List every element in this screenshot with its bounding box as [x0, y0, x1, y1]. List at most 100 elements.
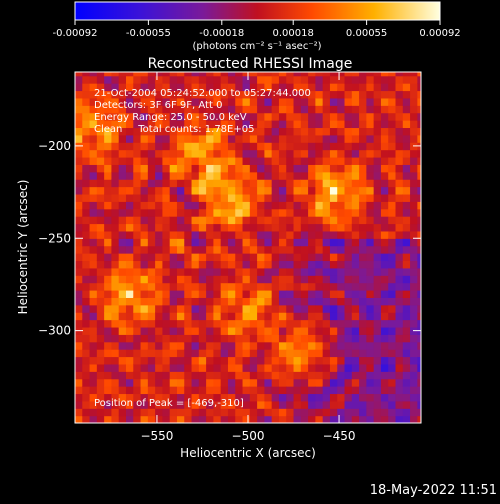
heatmap-cell: [278, 230, 287, 239]
heatmap-cell: [89, 134, 98, 143]
heatmap-cell: [417, 134, 421, 143]
heatmap-cell: [220, 282, 229, 291]
heatmap-cell: [235, 386, 244, 395]
heatmap-cell: [293, 75, 302, 84]
heatmap-cell: [82, 408, 91, 417]
heatmap-cell: [162, 245, 171, 254]
heatmap-cell: [322, 386, 331, 395]
heatmap-cell: [118, 304, 127, 313]
heatmap-cell: [191, 326, 200, 335]
heatmap-cell: [380, 408, 389, 417]
heatmap-cell: [213, 75, 222, 84]
heatmap-cell: [169, 297, 178, 306]
heatmap-cell: [176, 208, 185, 217]
heatmap-cell: [388, 127, 397, 136]
heatmap-cell: [75, 275, 83, 284]
heatmap-cell: [227, 193, 236, 202]
heatmap-cell: [410, 72, 418, 77]
heatmap-cell: [162, 400, 171, 409]
heatmap-cell: [293, 223, 302, 232]
heatmap-cell: [271, 393, 280, 402]
heatmap-cell: [271, 72, 280, 77]
heatmap-cell: [227, 186, 236, 195]
heatmap-cell: [344, 90, 353, 99]
heatmap-cell: [220, 208, 229, 217]
heatmap-cell: [220, 164, 229, 173]
heatmap-cell: [82, 415, 91, 423]
heatmap-cell: [162, 75, 171, 84]
heatmap-cell: [147, 297, 156, 306]
heatmap-cell: [380, 149, 389, 158]
heatmap-cell: [104, 238, 113, 247]
heatmap-cell: [315, 400, 324, 409]
heatmap-cell: [366, 201, 375, 210]
heatmap-cell: [300, 193, 309, 202]
heatmap-cell: [366, 75, 375, 84]
heatmap-cell: [402, 149, 411, 158]
heatmap-cell: [155, 164, 164, 173]
heatmap-cell: [206, 105, 214, 114]
heatmap-cell: [278, 112, 287, 121]
heatmap-cell: [395, 371, 404, 380]
heatmap-cell: [351, 208, 360, 217]
heatmap-cell: [75, 341, 83, 350]
heatmap-cell: [329, 156, 338, 165]
heatmap-cell: [104, 75, 113, 84]
heatmap-cell: [329, 142, 338, 151]
heatmap-cell: [380, 319, 389, 328]
heatmap-cell: [329, 393, 338, 402]
heatmap-cell: [227, 142, 236, 151]
heatmap-cell: [184, 72, 193, 77]
heatmap-cell: [293, 120, 302, 129]
heatmap-cell: [147, 179, 156, 188]
heatmap-cell: [242, 127, 251, 136]
heatmap-cell: [293, 312, 302, 321]
heatmap-cell: [82, 179, 91, 188]
heatmap-cell: [235, 408, 244, 417]
heatmap-cell: [366, 363, 375, 372]
heatmap-cell: [380, 201, 389, 210]
heatmap-cell: [271, 216, 280, 225]
heatmap-cell: [373, 378, 382, 387]
heatmap-cell: [104, 90, 113, 99]
heatmap-cell: [89, 415, 98, 423]
heatmap-cell: [147, 282, 156, 291]
heatmap-cell: [351, 326, 360, 335]
heatmap-cell: [162, 142, 171, 151]
heatmap-cell: [206, 341, 214, 350]
heatmap-cell: [147, 304, 156, 313]
heatmap-cell: [169, 371, 178, 380]
heatmap-cell: [155, 408, 164, 417]
heatmap-cell: [133, 156, 142, 165]
heatmap-cell: [410, 334, 418, 343]
heatmap-cell: [344, 275, 353, 284]
heatmap-cell: [359, 304, 367, 313]
heatmap-cell: [75, 408, 83, 417]
heatmap-cell: [293, 208, 302, 217]
heatmap-cell: [169, 179, 178, 188]
heatmap-cell: [344, 341, 353, 350]
heatmap-cell: [380, 97, 389, 106]
heatmap-cell: [351, 127, 360, 136]
heatmap-cell: [235, 341, 244, 350]
heatmap-cell: [155, 179, 164, 188]
heatmap-cell: [169, 156, 178, 165]
heatmap-cell: [271, 90, 280, 99]
heatmap-cell: [118, 193, 127, 202]
heatmap-cell: [140, 393, 149, 402]
heatmap-cell: [315, 282, 324, 291]
heatmap-cell: [169, 304, 178, 313]
heatmap-cell: [315, 356, 324, 365]
heatmap-cell: [133, 334, 142, 343]
heatmap-cell: [184, 142, 193, 151]
heatmap-cell: [96, 72, 105, 77]
heatmap-cell: [104, 83, 113, 92]
heatmap-cell: [82, 216, 91, 225]
heatmap-cell: [155, 267, 164, 276]
heatmap-cell: [395, 179, 404, 188]
heatmap-cell: [206, 112, 214, 121]
heatmap-cell: [213, 260, 222, 269]
heatmap-cell: [162, 134, 171, 143]
heatmap-cell: [213, 142, 222, 151]
heatmap-cell: [329, 304, 338, 313]
